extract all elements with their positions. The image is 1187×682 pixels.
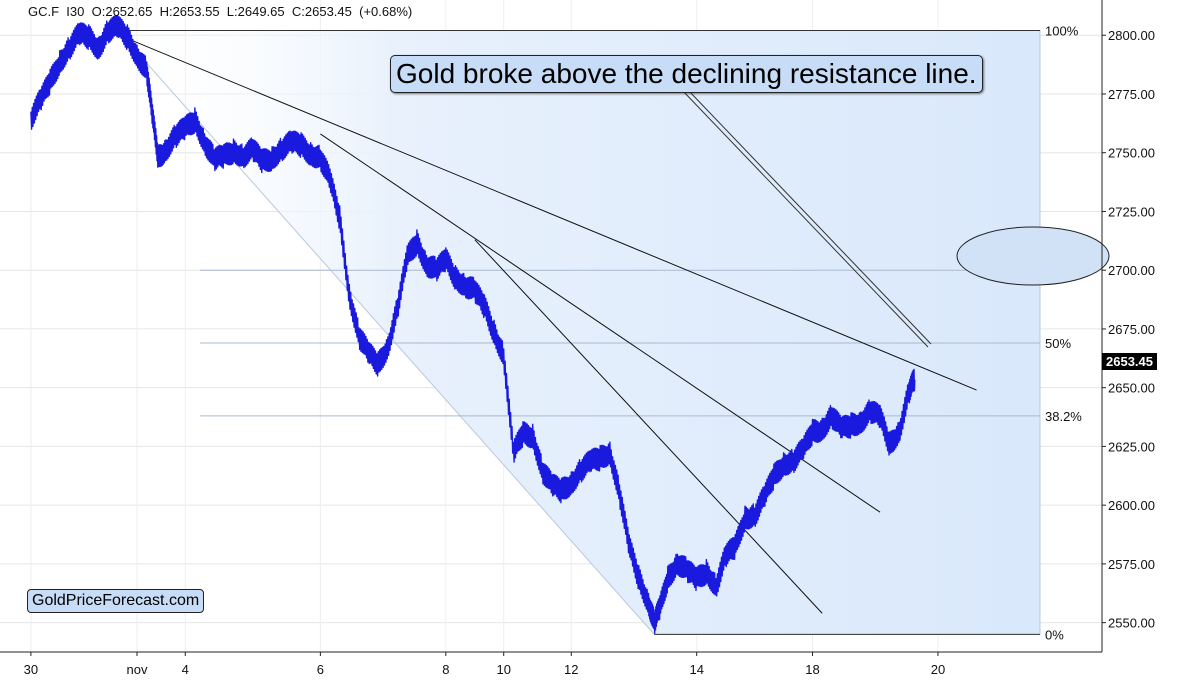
ohlc-header: GC.F I30 O:2652.65 H:2653.55 L:2649.65 C… <box>28 4 412 19</box>
fib-label: 100% <box>1045 24 1079 39</box>
x-tick-label: 4 <box>182 662 189 677</box>
fib-label: 50% <box>1045 336 1071 351</box>
site-watermark: GoldPriceForecast.com <box>27 589 205 613</box>
trendline <box>474 239 823 614</box>
trendlines <box>107 30 977 614</box>
y-tick-label: 2550.00 <box>1108 616 1155 631</box>
x-tick-label: 12 <box>564 662 578 677</box>
symbol-label: GC.F <box>28 4 60 19</box>
price-axis: 2550.00 2575.00 2600.00 2625.00 2650.00 2675.… <box>1102 28 1155 631</box>
y-tick-label: 2625.00 <box>1108 439 1155 454</box>
y-tick-label: 2750.00 <box>1108 146 1155 161</box>
x-tick-label: 6 <box>317 662 324 677</box>
low-value: L:2649.65 <box>226 4 285 19</box>
high-value: H:2653.55 <box>159 4 220 19</box>
change-value: (+0.68%) <box>359 4 413 19</box>
x-tick-label: 10 <box>496 662 510 677</box>
annotation-callout: Gold broke above the declining resistanc… <box>390 55 983 93</box>
x-tick-label: 18 <box>805 662 819 677</box>
last-price-tag: 2653.45 <box>1102 353 1157 370</box>
y-tick-label: 2650.00 <box>1108 381 1155 396</box>
y-tick-label: 2575.00 <box>1108 557 1155 572</box>
x-tick-label: 30 <box>24 662 38 677</box>
fib-label: 0% <box>1045 627 1064 642</box>
interval-label: I30 <box>66 4 85 19</box>
y-tick-label: 2700.00 <box>1108 263 1155 278</box>
fibonacci-shaded-region <box>116 30 1041 635</box>
y-tick-label: 2600.00 <box>1108 498 1155 513</box>
price-series-line <box>30 15 916 634</box>
highlight-ellipse <box>956 226 1110 286</box>
close-value: C:2653.45 <box>291 4 352 19</box>
y-tick-label: 2675.00 <box>1108 322 1155 337</box>
x-tick-label: nov <box>127 662 148 677</box>
x-tick-label: 8 <box>442 662 449 677</box>
y-tick-label: 2775.00 <box>1108 87 1155 102</box>
y-tick-label: 2725.00 <box>1108 204 1155 219</box>
x-tick-label: 20 <box>931 662 945 677</box>
x-tick-label: 14 <box>689 662 703 677</box>
fib-label: 38.2% <box>1045 409 1082 424</box>
y-tick-label: 2800.00 <box>1108 28 1155 43</box>
trendline <box>320 133 881 513</box>
open-value: O:2652.65 <box>91 4 153 19</box>
time-axis: 30 nov 4 6 8 10 12 14 18 20 <box>24 652 945 677</box>
trendline <box>107 30 977 391</box>
callout-pointer <box>681 89 932 348</box>
